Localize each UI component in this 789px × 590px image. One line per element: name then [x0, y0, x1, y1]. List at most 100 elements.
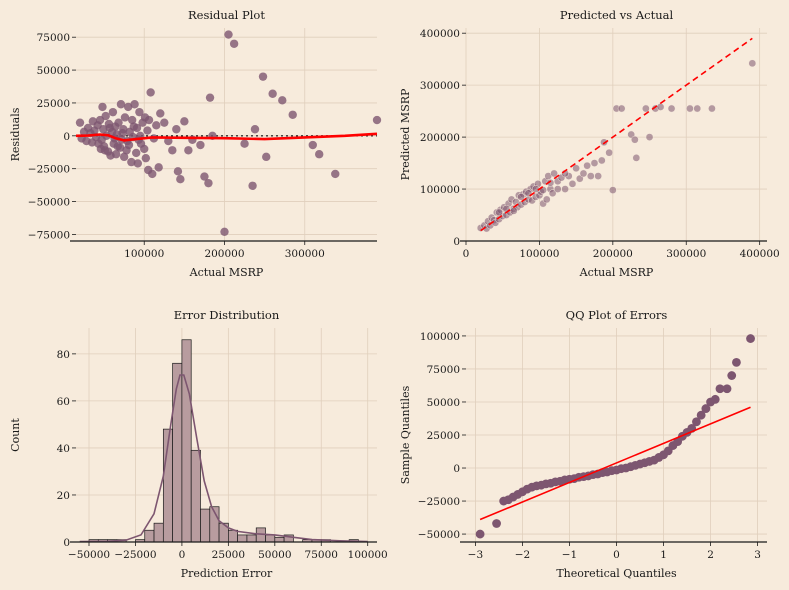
x-tick-label: 100000: [519, 248, 559, 260]
x-tick-label: 50000: [258, 549, 291, 561]
chart-title: Predicted vs Actual: [560, 8, 674, 22]
data-point: [495, 208, 503, 217]
data-point: [568, 180, 577, 188]
data-point: [550, 169, 558, 178]
data-point: [120, 113, 130, 122]
data-point: [127, 157, 136, 167]
data-point: [146, 88, 155, 97]
data-point: [127, 115, 137, 125]
data-point: [152, 121, 161, 130]
data-point: [579, 169, 588, 178]
data-point: [140, 144, 149, 154]
data-point: [605, 148, 614, 157]
data-point: [701, 404, 711, 413]
y-tick-label: 40: [57, 443, 70, 455]
data-point: [98, 102, 107, 112]
data-point: [509, 207, 518, 215]
x-tick-label: 25000: [212, 549, 245, 561]
data-point: [594, 172, 602, 180]
data-point: [111, 150, 121, 159]
data-point: [553, 185, 562, 193]
data-point: [258, 72, 268, 81]
data-point: [130, 100, 139, 109]
data-point: [205, 93, 215, 102]
y-tick-label: 0: [453, 236, 460, 248]
x-tick-label: −1: [562, 549, 577, 561]
y-tick-label: 80: [57, 349, 70, 361]
y-tick-label: −25000: [418, 496, 460, 508]
data-point: [143, 126, 152, 135]
data-point: [180, 117, 189, 126]
data-point: [710, 394, 720, 404]
data-point: [123, 102, 133, 112]
y-tick-label: 20: [57, 490, 70, 502]
identity-line: [480, 37, 753, 232]
histogram-bar: [153, 522, 164, 543]
x-tick-label: 0: [179, 549, 186, 561]
lowess-line: [75, 132, 378, 142]
data-point: [196, 140, 205, 150]
data-point: [372, 115, 382, 125]
histogram-bar: [237, 534, 248, 543]
data-point: [288, 110, 297, 119]
x-axis-label: Theoretical Quantiles: [556, 567, 677, 580]
histogram-bar: [274, 536, 285, 543]
x-tick-label: 300000: [285, 248, 325, 260]
y-axis-label: Predicted MSRP: [399, 88, 412, 180]
x-tick-label: −25000: [114, 549, 156, 561]
data-point: [173, 167, 183, 176]
x-tick-label: −2: [515, 549, 530, 561]
data-point: [204, 178, 213, 188]
data-point: [220, 227, 229, 236]
x-tick-label: 100000: [124, 248, 164, 260]
data-point: [586, 172, 595, 180]
data-point: [746, 334, 755, 343]
histogram-bar: [246, 534, 257, 543]
data-point: [75, 118, 85, 127]
data-point: [627, 130, 636, 139]
y-tick-label: 75000: [37, 32, 70, 44]
chart-title: Error Distribution: [174, 308, 280, 322]
data-point: [656, 103, 665, 111]
data-point: [250, 125, 260, 134]
x-tick-label: 1: [660, 549, 667, 561]
y-tick-label: −50000: [28, 197, 70, 209]
y-tick-label: 300000: [420, 80, 460, 92]
x-tick-label: −50000: [68, 549, 110, 561]
data-point: [135, 107, 144, 117]
y-axis-label: Sample Quantiles: [399, 385, 412, 484]
data-point: [176, 175, 185, 184]
data-point: [492, 519, 501, 528]
chart-title: QQ Plot of Errors: [566, 308, 668, 322]
data-point: [696, 410, 706, 420]
data-point: [645, 133, 654, 141]
data-point: [148, 169, 157, 179]
y-tick-label: 25000: [37, 98, 70, 110]
y-tick-label: 100000: [420, 184, 460, 196]
data-point: [164, 136, 173, 146]
y-axis-label: Residuals: [9, 107, 22, 161]
data-point: [642, 104, 650, 113]
data-point: [686, 104, 694, 113]
data-point: [154, 163, 163, 172]
data-point: [315, 150, 324, 159]
data-point: [114, 118, 123, 127]
x-axis-label: Prediction Error: [181, 567, 273, 580]
data-point: [732, 357, 741, 367]
y-tick-label: 0: [63, 131, 70, 143]
data-point: [575, 174, 584, 183]
x-tick-label: 0: [463, 248, 470, 260]
data-point: [561, 185, 569, 193]
chart-title: Residual Plot: [188, 8, 265, 22]
data-point: [116, 100, 126, 109]
data-point: [708, 104, 716, 113]
y-tick-label: 0: [453, 463, 460, 475]
data-point: [617, 104, 626, 113]
data-point: [100, 146, 110, 155]
data-point: [240, 139, 249, 148]
data-point: [262, 152, 271, 162]
data-point: [97, 135, 106, 144]
data-point: [715, 384, 725, 394]
reference-line: [479, 406, 751, 521]
x-tick-label: 2: [707, 549, 714, 561]
